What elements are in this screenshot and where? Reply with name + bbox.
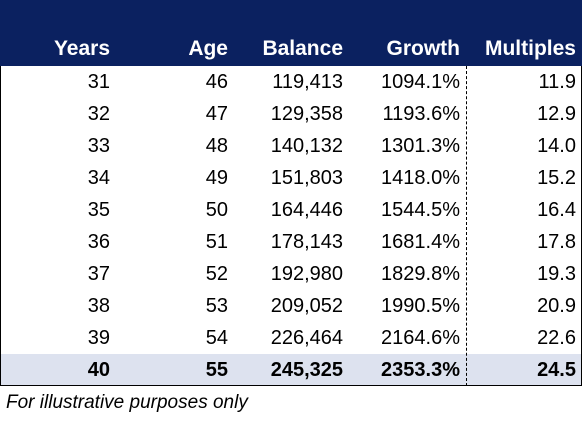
table-cell: 15.2: [537, 167, 576, 189]
table-cell: 14.0: [537, 135, 576, 157]
column-header: Age: [188, 37, 228, 60]
table-cell: 12.9: [537, 103, 576, 125]
table-row: 36 51 178,143 1681.4% 17.8: [0, 226, 582, 258]
table-cell: 2164.6%: [381, 327, 460, 349]
table-row: 39 54 226,464 2164.6% 22.6: [0, 322, 582, 354]
table-cell: 51: [205, 231, 228, 253]
table-cell: 1681.4%: [381, 231, 460, 253]
table-cell: 46: [205, 71, 228, 93]
table-row: 34 49 151,803 1418.0% 15.2: [0, 162, 582, 194]
table-cell: 1829.8%: [381, 263, 460, 285]
table-cell: 1544.5%: [381, 199, 460, 221]
footnote: For illustrative purposes only: [6, 392, 248, 413]
table-row: 32 47 129,358 1193.6% 12.9: [0, 98, 582, 130]
dashed-divider: [466, 66, 467, 386]
column-header: Balance: [262, 37, 343, 60]
table-cell: 1193.6%: [382, 103, 460, 125]
table-cell: 35: [87, 199, 110, 221]
table-cell: 50: [205, 199, 228, 221]
table-cell: 192,980: [270, 263, 343, 285]
table-cell: 19.3: [537, 263, 576, 285]
table-cell: 1990.5%: [381, 295, 460, 317]
table-cell: 119,413: [272, 71, 343, 93]
table-cell: 20.9: [537, 295, 576, 317]
table-frame: [0, 66, 582, 386]
table-cell: 1418.0%: [381, 167, 460, 189]
table-cell: 37: [87, 263, 110, 285]
table-row: 35 50 164,446 1544.5% 16.4: [0, 194, 582, 226]
header-band: Years Age Balance Growth Multiples: [0, 0, 582, 66]
table-cell: 245,325: [270, 359, 343, 381]
table-row: 40 55 245,325 2353.3% 24.5: [0, 354, 582, 386]
table-cell: 40: [87, 359, 110, 381]
table-cell: 47: [205, 103, 228, 125]
table-cell: 36: [87, 231, 110, 253]
table-cell: 226,464: [270, 327, 343, 349]
table-cell: 39: [87, 327, 110, 349]
table-cell: 151,803: [270, 167, 343, 189]
table-cell: 33: [87, 135, 110, 157]
table-cell: 31: [87, 71, 110, 93]
table-cell: 16.4: [537, 199, 576, 221]
table-cell: 22.6: [537, 327, 576, 349]
table-row: 33 48 140,132 1301.3% 14.0: [0, 130, 582, 162]
table-cell: 164,446: [270, 199, 343, 221]
column-header: Growth: [386, 37, 461, 60]
table-cell: 1094.1%: [381, 71, 460, 93]
table-cell: 11.9: [538, 71, 576, 93]
table-cell: 49: [205, 167, 228, 189]
table-cell: 52: [205, 263, 228, 285]
table-cell: 209,052: [270, 295, 343, 317]
table-cell: 34: [87, 167, 110, 189]
table-cell: 129,358: [270, 103, 343, 125]
column-header: Multiples: [484, 37, 576, 60]
table-cell: 53: [205, 295, 228, 317]
table-cell: 54: [205, 327, 228, 349]
table-cell: 178,143: [270, 231, 343, 253]
table-cell: 2353.3%: [381, 359, 460, 381]
table-cell: 38: [87, 295, 110, 317]
table-cell: 32: [87, 103, 110, 125]
table-cell: 55: [205, 359, 228, 381]
table-row: 31 46 119,413 1094.1% 11.9: [0, 66, 582, 98]
table-cell: 48: [205, 135, 228, 157]
table-cell: 17.8: [537, 231, 576, 253]
table-cell: 1301.3%: [381, 135, 460, 157]
column-header: Years: [53, 37, 110, 60]
table-cell: 140,132: [270, 135, 343, 157]
table-row: 37 52 192,980 1829.8% 19.3: [0, 258, 582, 290]
table-row: 38 53 209,052 1990.5% 20.9: [0, 290, 582, 322]
table-cell: 24.5: [537, 359, 576, 381]
